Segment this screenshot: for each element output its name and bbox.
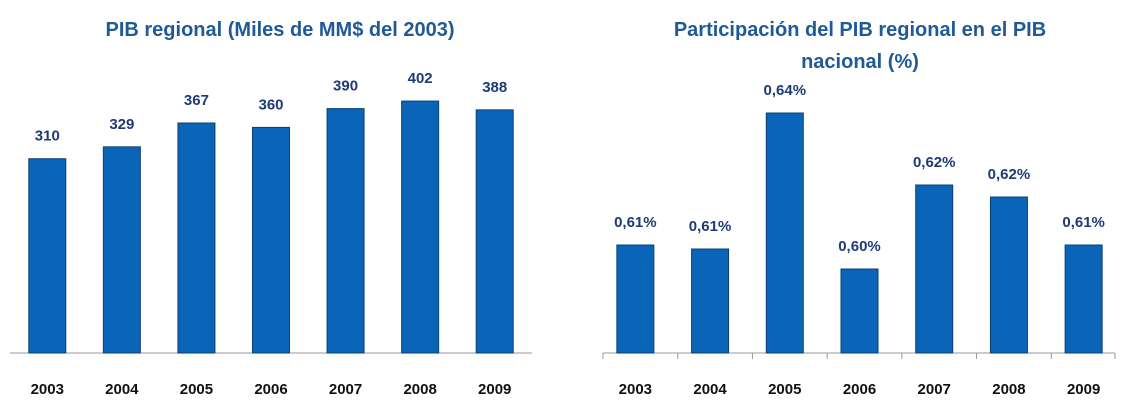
x-tick-label: 2007 — [918, 381, 951, 398]
bar — [475, 109, 514, 354]
chart-title: Participación del PIB regional en el PIB… — [673, 19, 1047, 73]
bar — [102, 146, 141, 354]
value-label: 367 — [184, 92, 209, 109]
value-label: 0,61% — [689, 218, 732, 235]
x-tick-label: 2005 — [180, 381, 213, 398]
value-label: 0,61% — [614, 214, 657, 231]
x-tick-label: 2006 — [843, 381, 876, 398]
bar — [1064, 244, 1103, 354]
x-tick-label: 2006 — [254, 381, 287, 398]
chart-title: PIB regional (Miles de MM$ del 2003) — [105, 19, 455, 41]
x-tick-label: 2003 — [31, 381, 64, 398]
value-label: 390 — [333, 78, 358, 95]
x-tick-label: 2009 — [1067, 381, 1100, 398]
value-label: 0,61% — [1062, 214, 1105, 231]
bar — [989, 196, 1028, 354]
bar — [765, 112, 804, 354]
value-label: 360 — [258, 96, 283, 113]
bar — [177, 122, 216, 354]
x-tick-label: 2007 — [329, 381, 362, 398]
x-tick-label: 2008 — [403, 381, 436, 398]
bar — [401, 100, 440, 354]
value-label: 0,60% — [838, 238, 881, 255]
bar — [840, 268, 879, 354]
value-label: 310 — [35, 128, 60, 145]
value-label: 0,64% — [764, 82, 807, 99]
value-label: 0,62% — [913, 154, 956, 171]
x-tick-label: 2009 — [478, 381, 511, 398]
bar — [252, 126, 290, 354]
x-tick-label: 2005 — [768, 381, 801, 398]
value-label: 0,62% — [988, 166, 1031, 183]
x-tick-label: 2004 — [105, 381, 139, 398]
bar — [326, 108, 365, 354]
x-tick-label: 2004 — [693, 381, 727, 398]
value-label: 402 — [408, 70, 433, 87]
bar — [616, 244, 655, 354]
x-tick-label: 2008 — [992, 381, 1025, 398]
value-label: 329 — [109, 116, 134, 133]
x-tick-label: 2003 — [619, 381, 652, 398]
value-label: 388 — [482, 79, 507, 96]
bar — [915, 184, 954, 354]
bar — [691, 248, 730, 354]
bar — [28, 158, 67, 354]
